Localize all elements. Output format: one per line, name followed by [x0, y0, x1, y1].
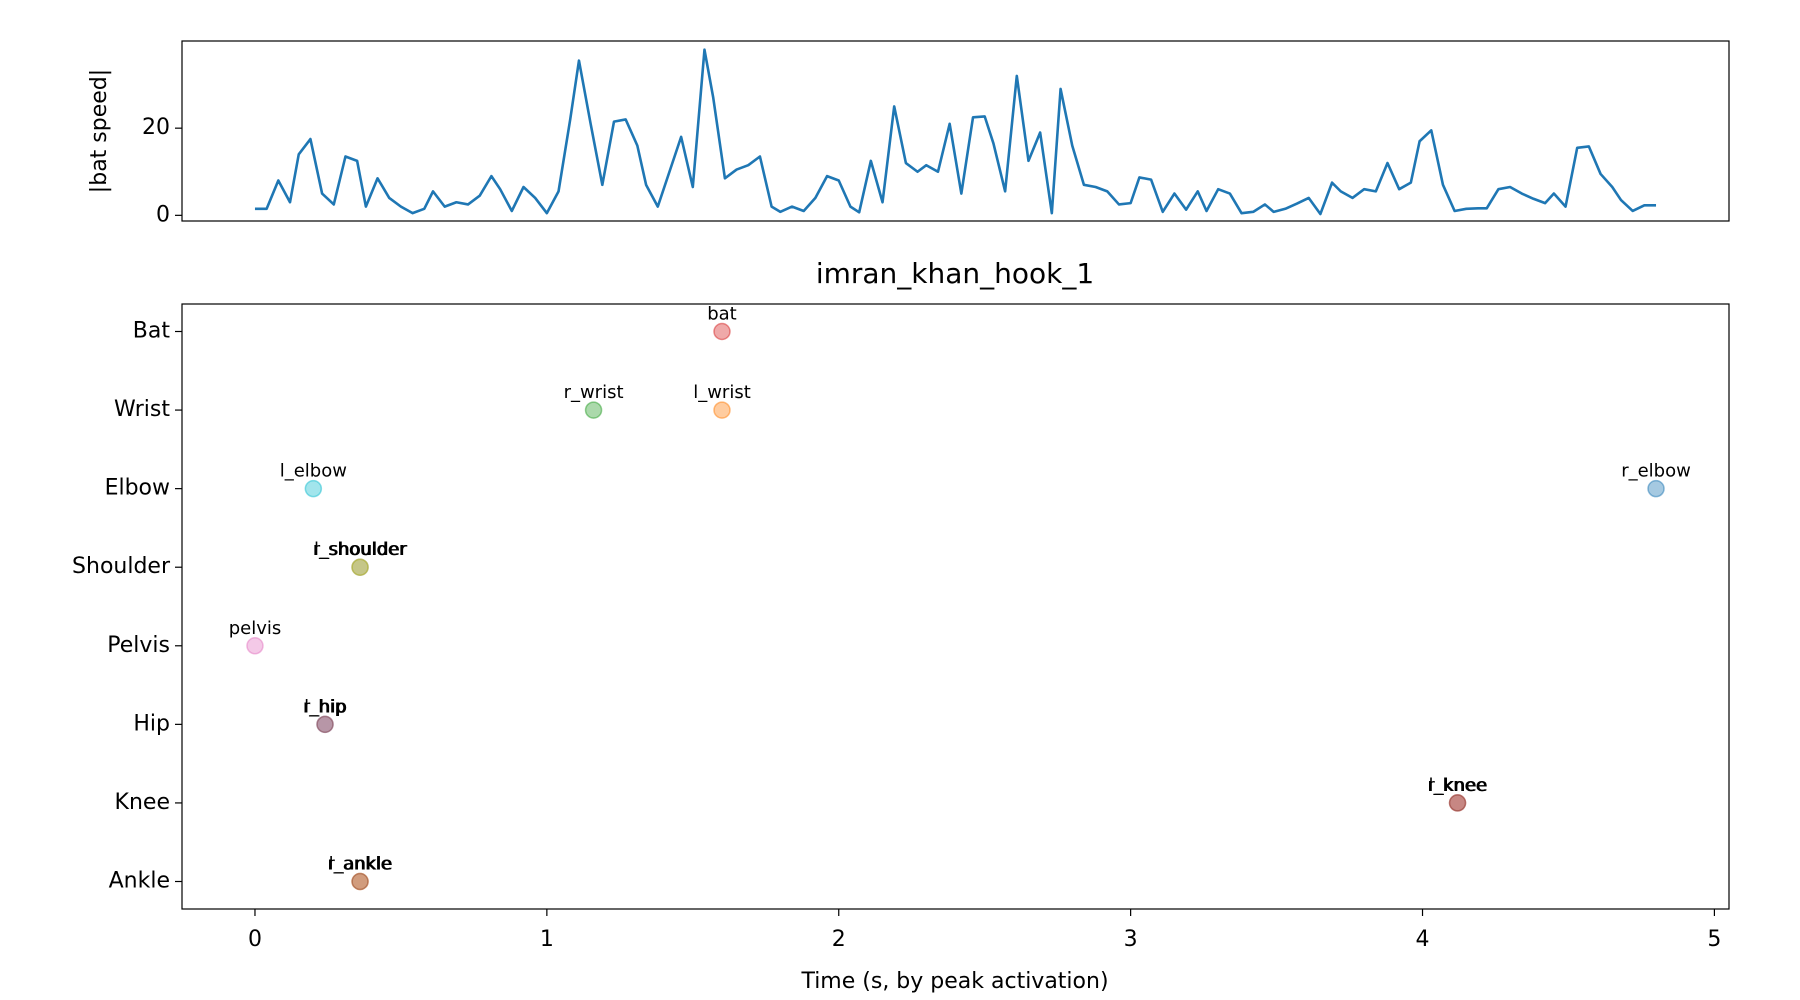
point	[713, 401, 731, 419]
point-label: l_elbow	[280, 461, 347, 482]
y-tick-label: Elbow	[105, 476, 170, 501]
x-tick-label: 5	[1707, 927, 1721, 952]
plot-frame	[181, 303, 1730, 910]
y-tick-label: Wrist	[114, 397, 170, 422]
point-label: l_ankle	[329, 854, 392, 875]
chart-title: imran_khan_hook_1	[816, 257, 1094, 290]
point	[351, 872, 369, 891]
point	[1448, 794, 1467, 812]
y-tick-label: Hip	[133, 711, 170, 736]
point-label: pelvis	[229, 618, 282, 639]
x-tick-label: 1	[540, 927, 554, 952]
plot-frame	[181, 40, 1730, 222]
point	[316, 715, 334, 734]
point-label: l_wrist	[693, 382, 751, 403]
point-label: r_knee	[1427, 775, 1487, 796]
y-tick-label: 0	[156, 202, 170, 227]
point	[246, 637, 264, 655]
point-label: l_knee	[1429, 775, 1487, 796]
point-label: r_wrist	[564, 382, 624, 403]
point-label: bat	[707, 304, 737, 325]
point	[351, 558, 369, 576]
point-label: r_ankle	[327, 854, 392, 875]
point	[1647, 479, 1665, 498]
x-tick-label: 2	[832, 927, 846, 952]
x-axis-label: Time (s, by peak activation)	[800, 969, 1108, 994]
y-tick-label: Shoulder	[72, 554, 171, 579]
y-axis-label: |bat speed|	[87, 69, 112, 193]
point-label: r_shoulder	[313, 539, 408, 560]
y-tick-label: Knee	[115, 790, 170, 815]
x-tick-label: 0	[248, 927, 262, 952]
point	[584, 401, 603, 419]
point-label: r_hip	[303, 696, 347, 717]
speed-line	[254, 48, 1657, 216]
point	[304, 479, 323, 498]
point	[713, 322, 731, 341]
point-label: l_shoulder	[314, 539, 407, 560]
y-tick-label: Bat	[133, 319, 171, 344]
x-tick-label: 4	[1416, 927, 1430, 952]
y-tick-label: 20	[142, 115, 170, 140]
y-tick-label: Ankle	[109, 869, 170, 894]
y-tick-label: Pelvis	[107, 633, 170, 658]
point-label: r_elbow	[1621, 461, 1691, 482]
point-label: l_hip	[304, 696, 346, 717]
x-tick-label: 3	[1124, 927, 1138, 952]
